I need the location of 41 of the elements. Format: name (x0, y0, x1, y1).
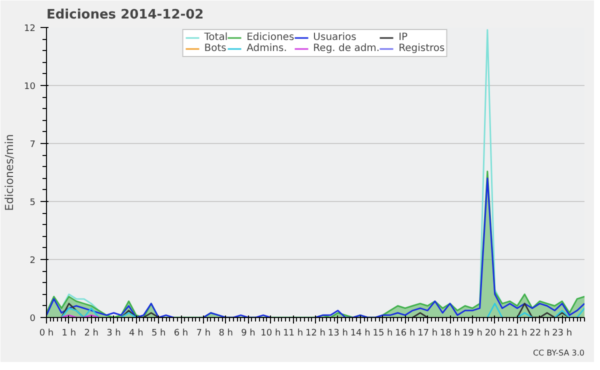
x-tick-label: 8 h (218, 328, 233, 338)
x-tick-label: 15 h (372, 328, 393, 338)
legend-label: Reg. de adm. (313, 43, 380, 54)
x-tick-label: 0 h (39, 328, 54, 338)
x-tick-label: 10 h (260, 328, 281, 338)
x-tick-label: 22 h (530, 328, 550, 338)
y-tick-label: 12 (24, 24, 36, 34)
x-tick-label: 13 h (328, 328, 348, 338)
x-tick-label: 19 h (462, 328, 482, 338)
y-tick-label: 0 (30, 314, 36, 324)
x-tick-label: 3 h (106, 328, 121, 338)
x-tick-label: 20 h (484, 328, 505, 338)
legend-label: Ediciones (246, 32, 294, 43)
x-tick-label: 11 h (283, 328, 304, 338)
x-tick-label: 9 h (241, 328, 256, 338)
y-tick-label: 10 (24, 82, 36, 92)
y-tick-label: 5 (30, 198, 36, 208)
legend-label: Bots (204, 43, 226, 54)
legend-label: Admins. (246, 43, 287, 54)
x-tick-label: 1 h (62, 328, 76, 338)
x-tick-label: 23 h (552, 328, 572, 338)
x-tick-label: 21 h (507, 328, 528, 338)
legend-label: IP (398, 32, 409, 43)
x-tick-label: 12 h (305, 328, 326, 338)
legend-label: Usuarios (313, 32, 356, 43)
chart-title: Ediciones 2014-12-02 (46, 8, 204, 22)
x-tick-label: 7 h (196, 328, 211, 338)
text: CC BY-SA 3.0 (532, 348, 585, 358)
x-tick-label: 16 h (395, 328, 416, 338)
x-tick-label: 2 h (84, 328, 98, 338)
y-axis-title: Ediciones/min (3, 134, 16, 211)
x-tick-label: 5 h (151, 328, 166, 338)
legend-label: Registros (398, 43, 445, 54)
x-tick-label: 18 h (440, 328, 460, 338)
x-tick-label: 17 h (418, 328, 438, 338)
y-tick-label: 7 (30, 140, 36, 150)
legend-label: Total (204, 32, 228, 43)
x-tick-label: 4 h (129, 328, 144, 338)
x-tick-label: 14 h (350, 328, 370, 338)
y-tick-label: 2 (30, 256, 36, 266)
x-tick-label: 6 h (174, 328, 188, 338)
